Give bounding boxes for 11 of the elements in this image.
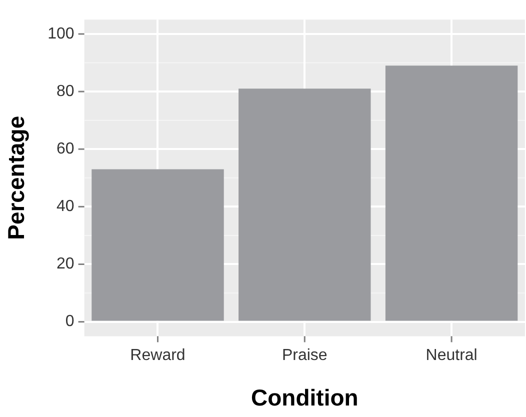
- x-tick-label: Reward: [130, 347, 186, 364]
- x-tick-label: Neutral: [426, 347, 478, 364]
- y-tick-label: 40: [56, 198, 74, 216]
- y-tick-label: 60: [56, 140, 74, 158]
- y-tick-label: 20: [56, 256, 74, 273]
- y-tick-label: 80: [56, 82, 74, 100]
- y-axis-title: Percentage: [3, 116, 30, 240]
- x-tick-label: Praise: [282, 347, 328, 364]
- y-tick-label: 100: [48, 25, 74, 42]
- x-axis-title: Condition: [251, 384, 358, 411]
- y-tick-label: 0: [65, 313, 74, 330]
